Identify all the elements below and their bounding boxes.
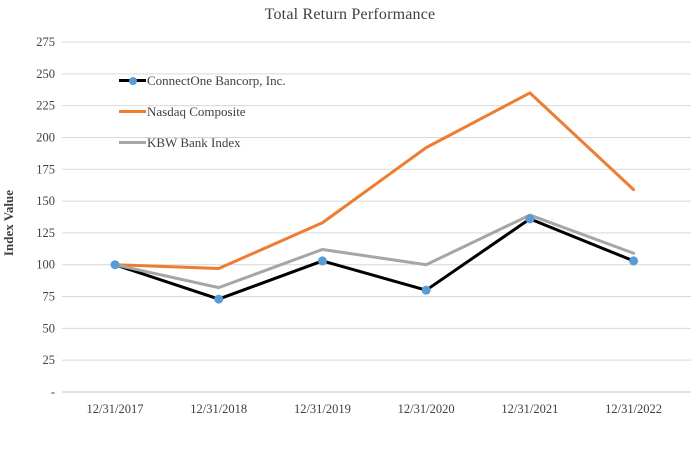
data-point-marker (629, 256, 639, 266)
legend-item: ConnectOne Bancorp, Inc. (119, 65, 286, 96)
legend-marker-icon (128, 76, 137, 85)
x-tick-label: 12/31/2018 (190, 402, 247, 416)
y-tick-label: 100 (36, 258, 55, 272)
legend-item: Nasdaq Composite (119, 96, 286, 127)
data-point-marker (317, 256, 327, 266)
y-tick-label: 25 (43, 353, 56, 367)
y-tick-label: - (51, 385, 55, 399)
data-point-marker (110, 260, 120, 270)
y-tick-label: 50 (43, 321, 56, 335)
legend: ConnectOne Bancorp, Inc. Nasdaq Composite… (119, 65, 286, 158)
legend-label: KBW Bank Index (147, 134, 241, 150)
chart-title: Total Return Performance (264, 6, 436, 23)
legend-label: Nasdaq Composite (147, 103, 246, 119)
y-tick-label: 125 (36, 226, 55, 240)
y-tick-label: 275 (36, 35, 55, 49)
y-tick-label: 250 (36, 67, 55, 81)
x-tick-label: 12/31/2017 (87, 402, 144, 416)
data-point-marker (421, 285, 431, 295)
y-tick-label: 150 (36, 194, 55, 208)
y-tick-label: 200 (36, 130, 55, 144)
series-line (113, 91, 636, 271)
x-tick-label: 12/31/2021 (501, 402, 558, 416)
legend-line-swatch (119, 76, 146, 85)
data-point-marker (525, 214, 535, 224)
y-tick-label: 175 (36, 162, 55, 176)
x-tick-label: 12/31/2020 (398, 402, 455, 416)
legend-item: KBW Bank Index (119, 127, 286, 158)
legend-line-swatch (119, 110, 146, 113)
x-tick-label: 12/31/2019 (294, 402, 351, 416)
legend-label: ConnectOne Bancorp, Inc. (147, 72, 286, 88)
series-line (113, 213, 636, 290)
x-tick-label: 12/31/2022 (605, 402, 662, 416)
y-tick-label: 75 (43, 290, 56, 304)
series-line (113, 217, 636, 301)
legend-line-swatch (119, 141, 146, 144)
y-tick-label: 225 (36, 99, 55, 113)
data-point-marker (214, 294, 224, 304)
